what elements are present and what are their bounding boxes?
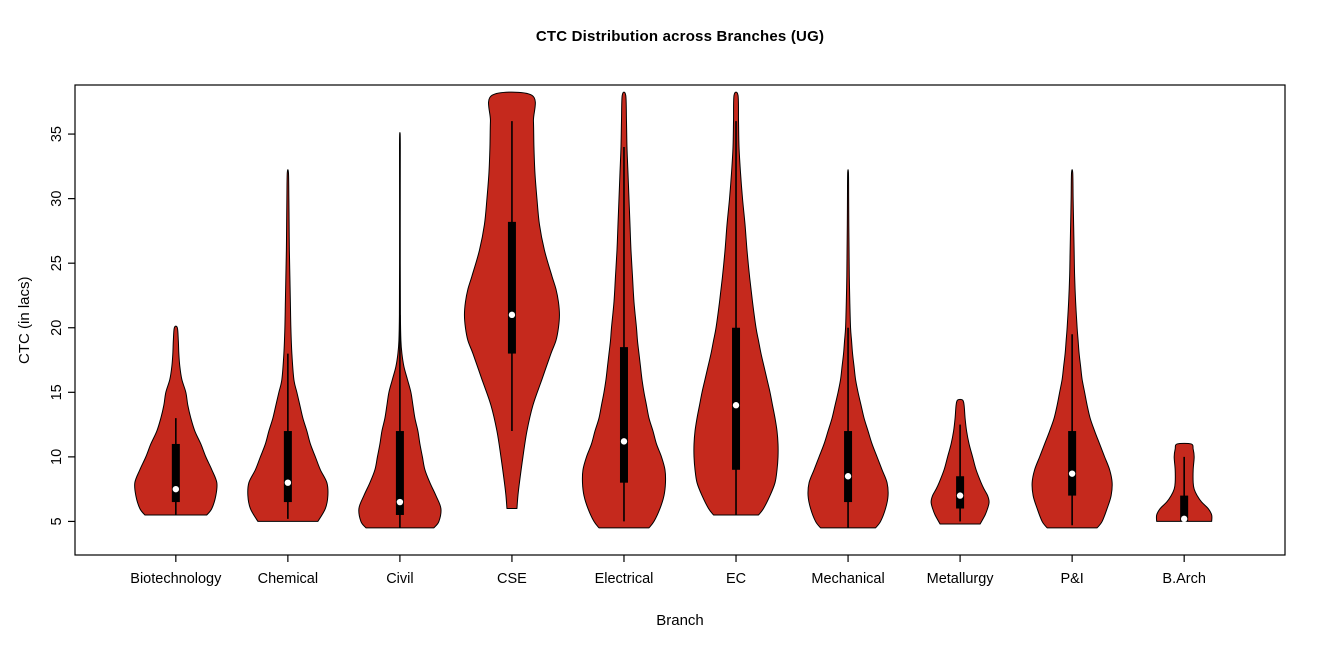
median-dot-Mechanical (844, 473, 852, 480)
iqr-box-Chemical (283, 431, 292, 503)
chart-title: CTC Distribution across Branches (UG) (535, 28, 825, 45)
iqr-box-P&I (1068, 431, 1077, 496)
median-dot-CSE (508, 311, 516, 319)
x-category-label: Chemical (258, 571, 318, 587)
x-axis-label: Branch (656, 612, 704, 629)
median-dot-Biotechnology (172, 485, 180, 493)
y-tick-label: 35 (49, 126, 65, 142)
axes-layer: 5 10 15 20 25 30 35 Biotechnology Chemical Civil C… (49, 84, 1286, 587)
median-dot-Civil (396, 498, 404, 506)
violin-Chemical (247, 169, 329, 522)
median-dot-Metallurgy (956, 492, 964, 499)
iqr-box-Biotechnology (171, 443, 180, 503)
x-category-label: B.Arch (1162, 571, 1206, 587)
x-category-label: EC (726, 571, 746, 587)
violins-layer (134, 91, 1213, 529)
iqr-box-CSE (507, 221, 516, 354)
x-category-label: CSE (497, 571, 527, 587)
median-dot-B.Arch (1180, 515, 1188, 523)
y-tick-label: 20 (49, 320, 65, 336)
iqr-box-Mechanical (844, 431, 853, 503)
y-tick-label: 5 (49, 517, 65, 525)
y-tick-label: 25 (49, 255, 65, 271)
median-dot-P&I (1068, 470, 1076, 477)
iqr-box-Metallurgy (956, 476, 965, 509)
median-dot-Electrical (620, 438, 628, 445)
x-category-label: Electrical (595, 571, 654, 587)
median-dot-EC (732, 402, 740, 409)
median-dot-Chemical (284, 479, 292, 486)
iqr-box-Electrical (619, 347, 628, 483)
x-category-label: Biotechnology (130, 571, 222, 587)
x-category-label: Mechanical (811, 571, 884, 587)
iqr-box-B.Arch (1180, 495, 1189, 522)
iqr-box-Civil (395, 431, 404, 515)
x-category-label: Civil (386, 571, 413, 587)
y-tick-label: 15 (49, 384, 65, 400)
x-category-label: P&I (1060, 571, 1083, 587)
y-tick-label: 30 (49, 191, 65, 207)
iqr-box-EC (732, 327, 741, 470)
x-category-label: Metallurgy (927, 571, 995, 587)
y-tick-label: 10 (49, 449, 65, 465)
plot-border (74, 84, 1286, 556)
